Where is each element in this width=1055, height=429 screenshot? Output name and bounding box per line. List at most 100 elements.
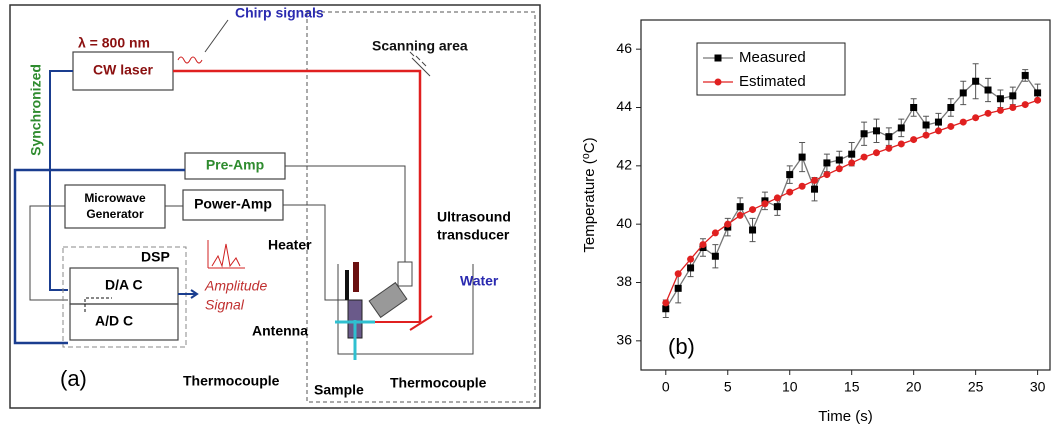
marker — [711, 229, 719, 237]
marker — [662, 299, 670, 307]
label: Pre-Amp — [206, 157, 264, 173]
squiggle — [177, 56, 203, 64]
legend-label: Estimated — [739, 73, 806, 90]
probe — [368, 281, 408, 319]
marker — [1009, 92, 1017, 100]
label: CW laser — [93, 62, 153, 78]
marker — [699, 241, 707, 249]
marker — [736, 211, 744, 219]
y-axis-label: Temperature (⁰C) — [581, 137, 598, 252]
marker — [984, 109, 992, 117]
marker — [885, 144, 893, 152]
label: Amplitude — [204, 278, 267, 294]
marker — [798, 182, 806, 190]
panel-label: (a) — [60, 366, 87, 391]
marker — [786, 171, 794, 179]
marker — [811, 176, 819, 184]
x-tick-label: 25 — [968, 379, 984, 395]
marker — [910, 136, 918, 144]
reflection — [372, 315, 433, 331]
marker — [972, 114, 980, 122]
marker — [823, 159, 831, 167]
marker — [872, 149, 880, 157]
marker — [1021, 101, 1029, 109]
label: λ = 800 nm — [78, 35, 150, 51]
marker — [947, 122, 955, 130]
label: D/A C — [105, 277, 143, 293]
marker — [996, 95, 1004, 103]
marker — [835, 156, 843, 164]
marker — [984, 86, 992, 94]
marker — [662, 305, 670, 313]
marker — [1034, 89, 1042, 97]
arrow — [178, 289, 199, 299]
mirror — [409, 51, 431, 77]
signal-line — [13, 168, 185, 345]
label: Thermocouple — [183, 373, 280, 389]
x-tick-label: 10 — [782, 379, 798, 395]
dsp-box — [62, 246, 187, 348]
tank — [337, 264, 474, 355]
marker — [959, 118, 967, 126]
marker — [934, 118, 942, 126]
marker — [922, 121, 930, 129]
marker — [1021, 71, 1029, 79]
spectrum — [207, 240, 245, 269]
pointer — [204, 19, 229, 53]
marker — [897, 124, 905, 132]
chart: 36 38 40 42 44 46 0 5 10 15 20 25 30 Time (s) Temperat… — [581, 19, 1051, 425]
y-tick-label: 46 — [616, 40, 632, 56]
series-line — [665, 74, 1039, 310]
marker — [835, 165, 843, 173]
x-tick-label: 20 — [906, 379, 922, 395]
marker — [786, 188, 794, 196]
marker — [798, 153, 806, 161]
label: Ultrasound — [437, 209, 511, 225]
diagram: Scanning area Chirp signals λ = 800 nm C… — [9, 4, 541, 409]
marker — [848, 150, 856, 158]
marker — [897, 140, 905, 148]
marker — [1009, 104, 1017, 111]
label: transducer — [437, 227, 510, 243]
heater-bar — [345, 270, 349, 300]
marker — [761, 200, 769, 208]
marker — [773, 194, 781, 202]
sync-line — [49, 70, 73, 291]
legend-label: Measured — [739, 49, 806, 66]
label: Microwave — [84, 191, 146, 205]
label: Thermocouple — [390, 375, 487, 391]
label: Water — [460, 273, 499, 289]
label: Generator — [86, 207, 144, 221]
marker — [711, 252, 719, 260]
legend-marker — [714, 54, 722, 62]
marker — [1034, 96, 1042, 104]
laser-beam — [173, 69, 422, 322]
marker — [773, 203, 781, 211]
x-tick-label: 5 — [724, 379, 732, 395]
label: Heater — [268, 237, 312, 253]
marker — [910, 104, 918, 111]
plot-frame — [640, 19, 1051, 371]
frame — [9, 4, 541, 409]
label: Synchronized — [28, 64, 44, 156]
label: Signal — [205, 297, 245, 313]
y-tick-label: 38 — [616, 273, 632, 289]
marker — [959, 89, 967, 97]
label: Sample — [314, 382, 364, 398]
marker — [736, 203, 744, 211]
marker — [674, 284, 682, 292]
panel-label: (b) — [668, 334, 695, 359]
marker — [749, 206, 757, 214]
marker — [996, 106, 1004, 114]
marker — [972, 77, 980, 85]
marker — [848, 159, 856, 167]
marker — [947, 104, 955, 111]
y-tick-label: 40 — [616, 215, 632, 231]
marker — [860, 153, 868, 161]
transducer — [397, 261, 413, 287]
legend-box — [696, 42, 846, 96]
y-tick-label: 42 — [616, 157, 632, 173]
thermocouple — [335, 320, 375, 360]
wire — [285, 165, 406, 262]
